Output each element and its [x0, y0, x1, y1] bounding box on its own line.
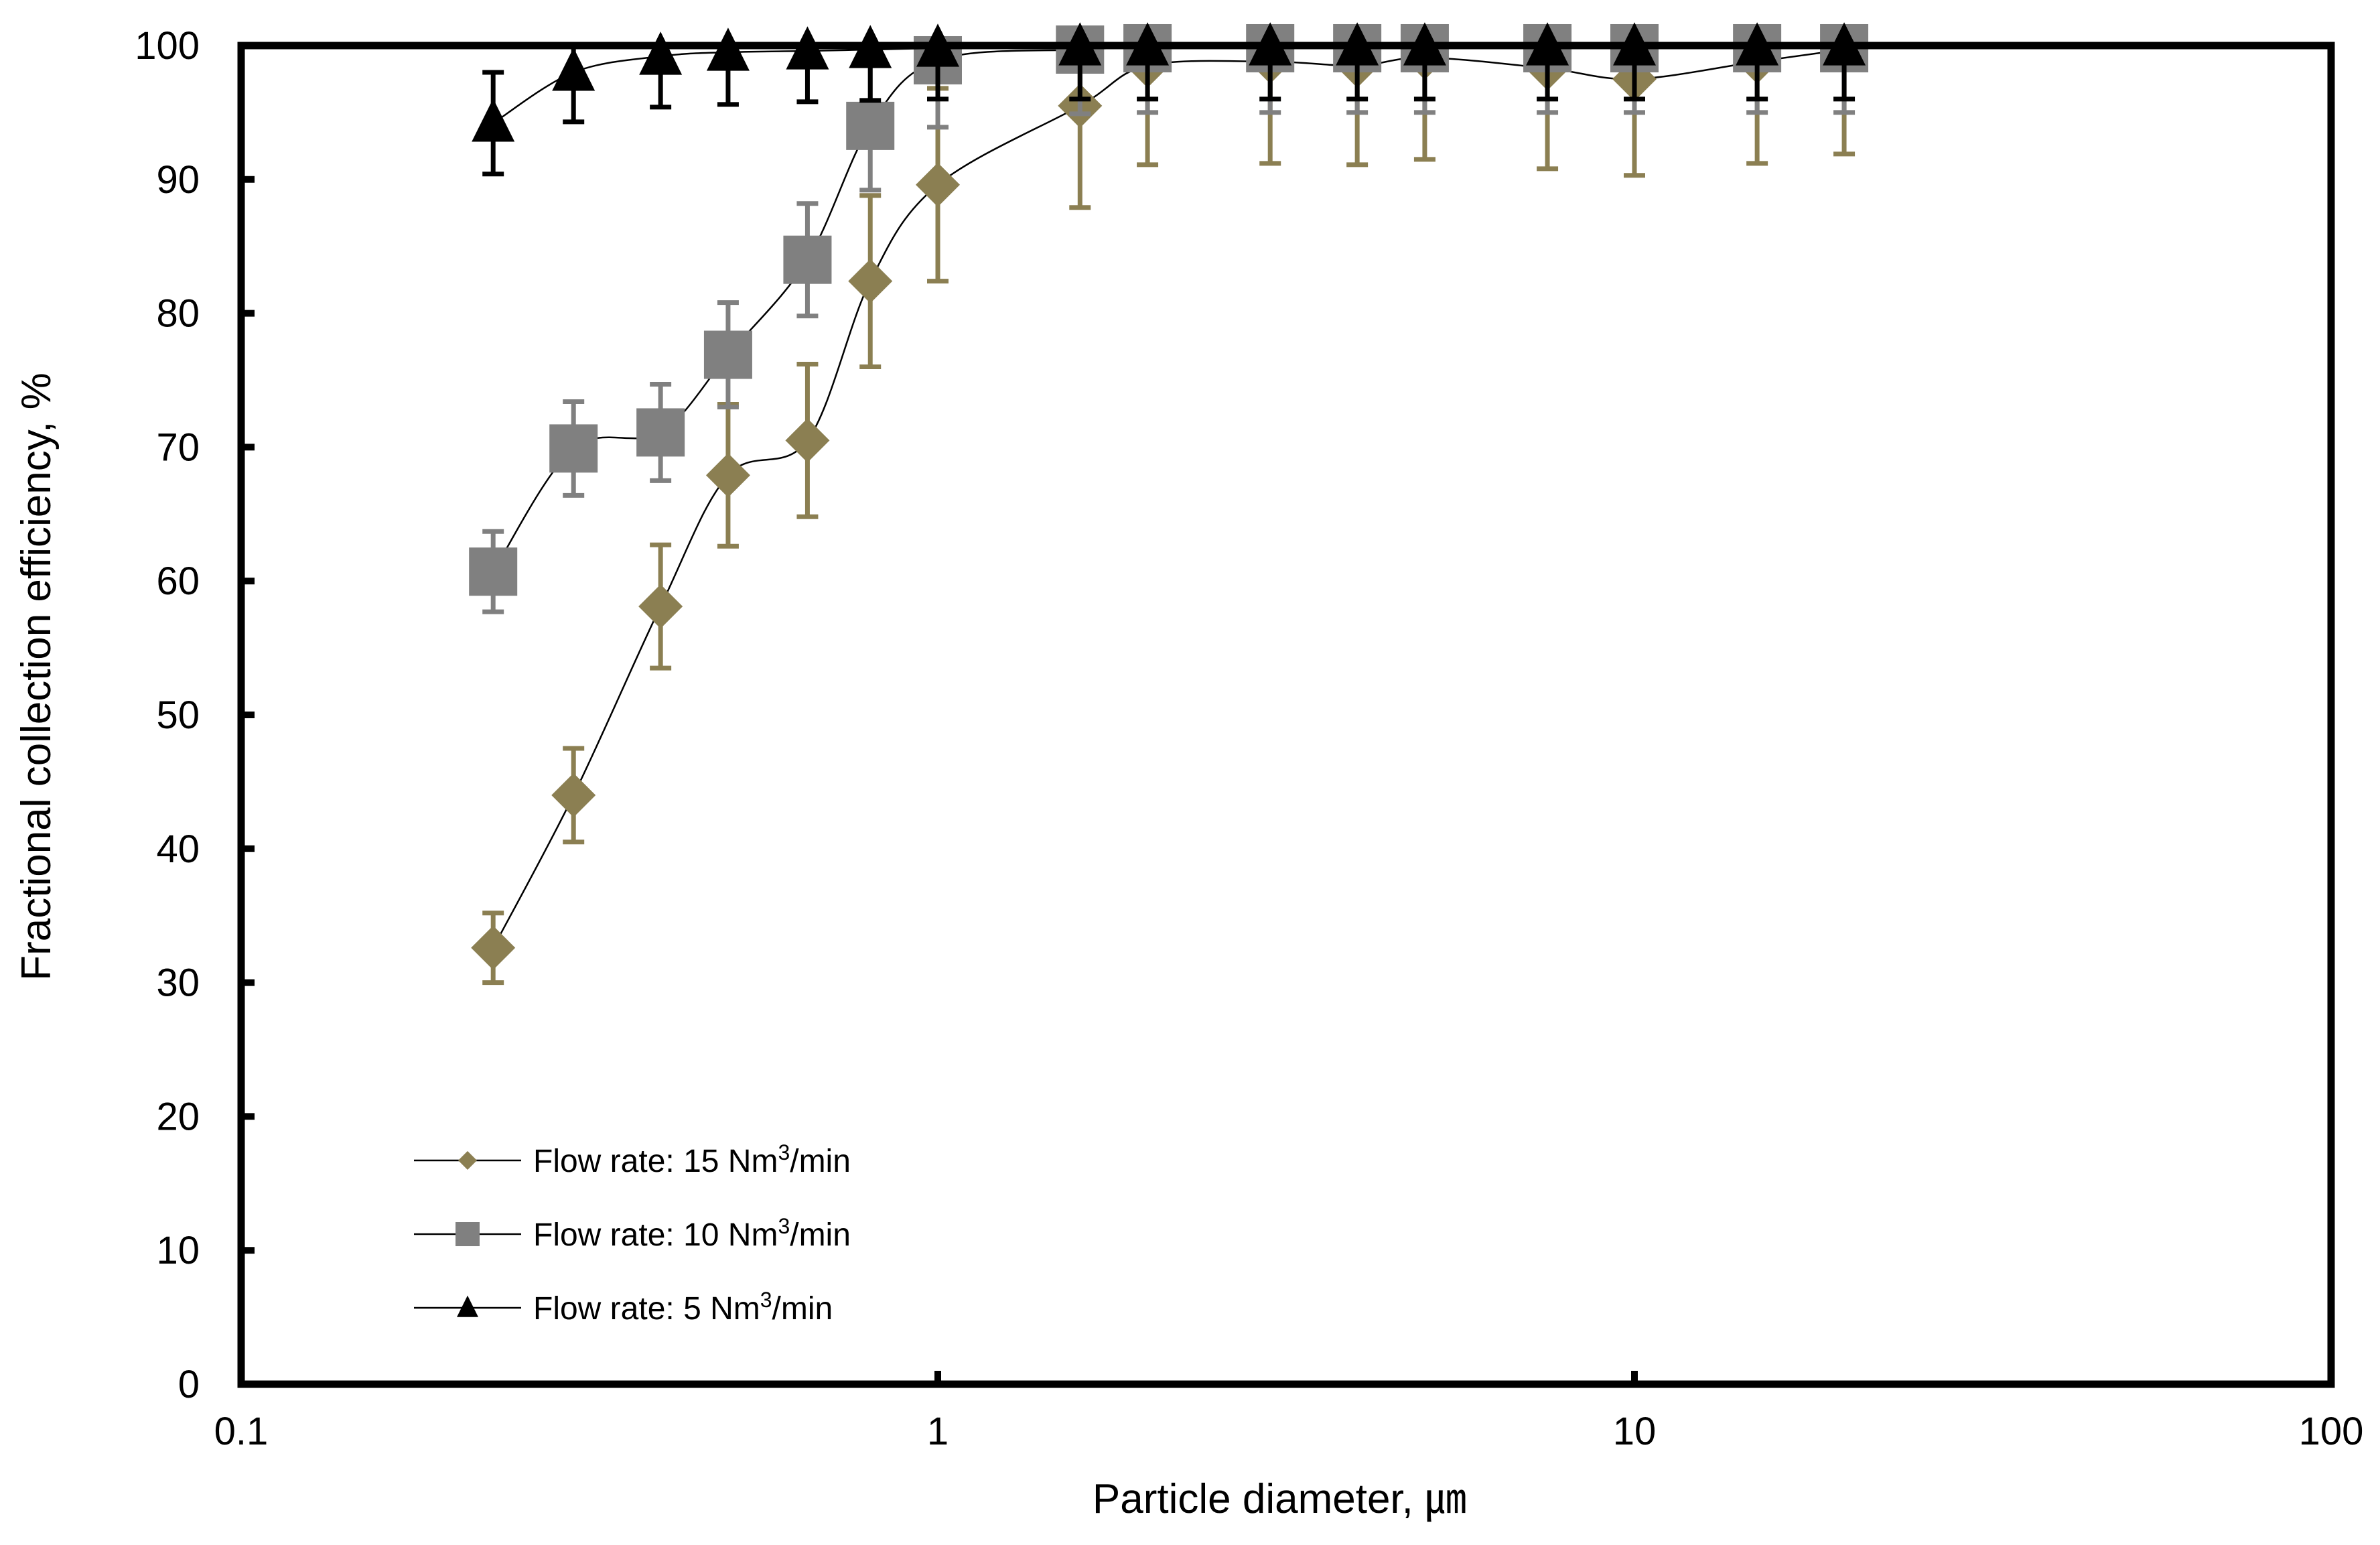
- legend-label-superscript: 3: [778, 1214, 790, 1238]
- data-point: [638, 584, 683, 629]
- legend-label-prefix: Flow rate: 5 Nm: [533, 1291, 760, 1327]
- data-point: [549, 424, 598, 473]
- x-axis-title: Particle diameter, ㎛: [1093, 1476, 1466, 1522]
- legend-label-superscript: 3: [778, 1140, 790, 1164]
- y-tick-label: 100: [135, 24, 200, 68]
- legend-label-suffix: /min: [790, 1144, 851, 1179]
- y-tick-label: 50: [156, 693, 200, 737]
- x-tick-label: 10: [1613, 1410, 1657, 1453]
- data-point: [848, 259, 893, 304]
- y-tick-label: 30: [156, 961, 200, 1005]
- y-tick-label: 80: [156, 292, 200, 336]
- y-tick-label: 70: [156, 425, 200, 469]
- legend-label-suffix: /min: [772, 1291, 833, 1327]
- data-point: [469, 547, 518, 596]
- y-axis-title: Fractional collection efficiency, %: [13, 373, 60, 980]
- data-point: [916, 162, 960, 207]
- x-tick-label: 100: [2299, 1410, 2364, 1453]
- legend-label-prefix: Flow rate: 15 Nm: [533, 1144, 778, 1179]
- data-point: [785, 418, 830, 463]
- data-point: [846, 101, 895, 150]
- x-tick-label: 1: [927, 1410, 949, 1453]
- legend-item-1: Flow rate: 10 Nm3/min: [414, 1214, 851, 1253]
- y-tick-label: 10: [156, 1229, 200, 1272]
- legend-marker: [456, 1222, 480, 1246]
- plot-frame: [237, 42, 2335, 1388]
- legend-marker: [458, 1151, 477, 1170]
- legend-label-suffix: /min: [790, 1217, 851, 1253]
- data-point: [471, 925, 516, 970]
- x-tick-label: 0.1: [214, 1410, 269, 1453]
- legend-item-2: Flow rate: 5 Nm3/min: [414, 1288, 833, 1327]
- y-tick-label: 90: [156, 158, 200, 202]
- legend-label: Flow rate: 15 Nm3/min: [533, 1140, 851, 1179]
- data-point: [783, 235, 832, 284]
- legend-label-prefix: Flow rate: 10 Nm: [533, 1217, 778, 1253]
- legend-label-superscript: 3: [760, 1288, 772, 1312]
- data-point: [552, 48, 596, 91]
- y-tick-label: 40: [156, 827, 200, 871]
- data-point: [705, 453, 750, 498]
- legend-label: Flow rate: 5 Nm3/min: [533, 1288, 833, 1327]
- legend-label: Flow rate: 10 Nm3/min: [533, 1214, 851, 1253]
- series-2: [472, 22, 1866, 177]
- y-tick-label: 60: [156, 559, 200, 603]
- data-point: [551, 772, 596, 817]
- y-tick-label: 20: [156, 1095, 200, 1138]
- legend-item-0: Flow rate: 15 Nm3/min: [414, 1140, 851, 1179]
- data-point: [639, 31, 683, 75]
- data-point: [636, 408, 685, 457]
- data-point: [472, 98, 515, 142]
- data-point: [703, 330, 752, 379]
- y-tick-label: 0: [178, 1363, 200, 1406]
- legend-marker: [457, 1295, 478, 1317]
